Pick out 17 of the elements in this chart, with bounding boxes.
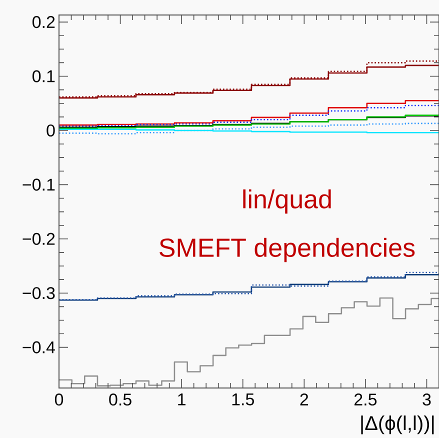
- y-tick-label: −0.4: [22, 341, 55, 354]
- y-tick-label: 0: [46, 124, 55, 136]
- y-tick-label: −0.1: [22, 178, 55, 191]
- y-tick-label: −0.3: [22, 287, 55, 300]
- x-tick-label: 2: [300, 394, 308, 406]
- x-tick-label: 3: [422, 394, 431, 406]
- y-tick-label: −0.2: [22, 232, 55, 245]
- x-tick-label: 1: [178, 394, 186, 406]
- x-tick-label: 1.5: [232, 394, 254, 406]
- annotation: lin/quad: [243, 189, 331, 214]
- x-tick-label: 0: [54, 394, 64, 406]
- x-tick-label: 0.5: [109, 394, 132, 406]
- y-tick-label: 0.2: [32, 16, 55, 28]
- annotation: SMEFT dependencies: [160, 238, 415, 262]
- x-axis-title: |Δ(ϕ(l,l))|: [361, 416, 434, 434]
- y-tick-label: 0.1: [32, 70, 55, 82]
- x-tick-label: 2.5: [354, 394, 377, 406]
